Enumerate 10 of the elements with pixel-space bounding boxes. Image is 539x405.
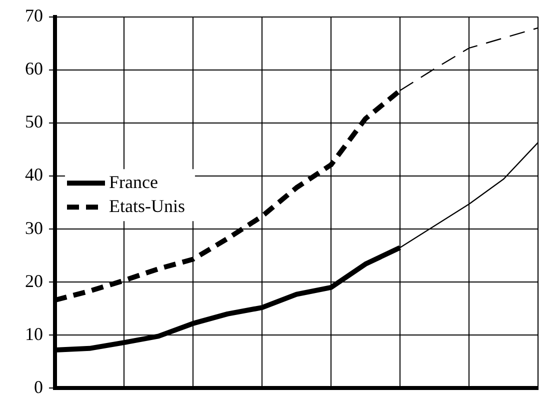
y-tick-label: 50 bbox=[25, 112, 43, 132]
y-tick-label: 70 bbox=[25, 6, 43, 26]
legend-label: France bbox=[109, 172, 158, 192]
y-tick-label: 40 bbox=[25, 164, 43, 185]
y-tick-label: 30 bbox=[25, 218, 43, 238]
y-tick-label: 20 bbox=[25, 270, 43, 291]
y-tick-label: 0 bbox=[34, 376, 43, 397]
y-tick-label: 10 bbox=[25, 324, 43, 344]
y-tick-label: 60 bbox=[25, 58, 43, 79]
legend-label: Etats-Unis bbox=[109, 196, 185, 216]
